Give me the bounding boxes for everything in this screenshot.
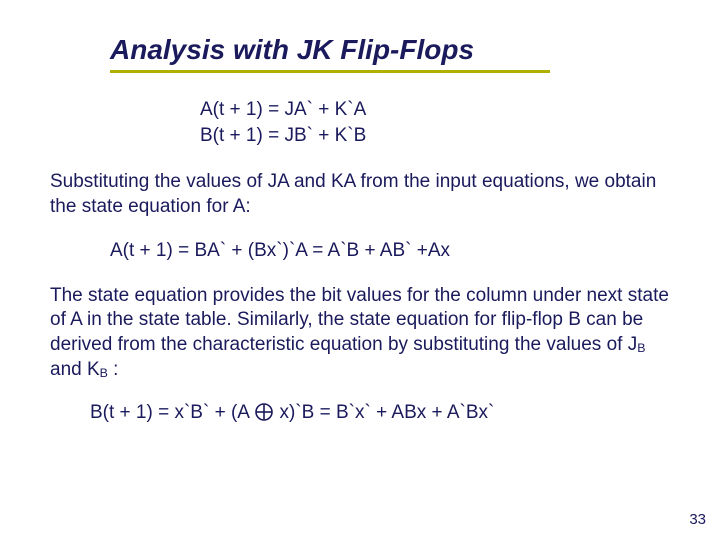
page-number: 33 — [689, 511, 706, 528]
state-equation-b: B(t + 1) = x`B` + (A x)`B = B`x` + ABx +… — [90, 402, 670, 424]
eq-b-characteristic: B(t + 1) = JB` + K`B — [200, 123, 670, 149]
slide: Analysis with JK Flip-Flops A(t + 1) = J… — [0, 0, 720, 540]
characteristic-equations: A(t + 1) = JA` + K`A B(t + 1) = JB` + K`… — [200, 97, 670, 148]
slide-title: Analysis with JK Flip-Flops — [110, 34, 670, 66]
para2-part-c: and K — [50, 359, 100, 380]
para2-sub-kb: B — [100, 366, 108, 380]
para2-part-e: : — [108, 359, 119, 380]
eq-a-characteristic: A(t + 1) = JA` + K`A — [200, 97, 670, 123]
title-underline — [110, 70, 550, 73]
eq3-part-a: B(t + 1) = x`B` + (A — [90, 402, 254, 423]
xor-icon — [255, 403, 273, 421]
para2-sub-jb: B — [637, 341, 645, 355]
state-equation-a: A(t + 1) = BA` + (Bx`)`A = A`B + AB` +Ax — [110, 240, 670, 262]
para2-part-a: The state equation provides the bit valu… — [50, 285, 669, 355]
eq3-part-b: x)`B = B`x` + ABx + A`Bx` — [274, 402, 494, 423]
paragraph-substituting-a: Substituting the values of JA and KA fro… — [50, 170, 670, 219]
paragraph-deriving-b: The state equation provides the bit valu… — [50, 284, 670, 383]
